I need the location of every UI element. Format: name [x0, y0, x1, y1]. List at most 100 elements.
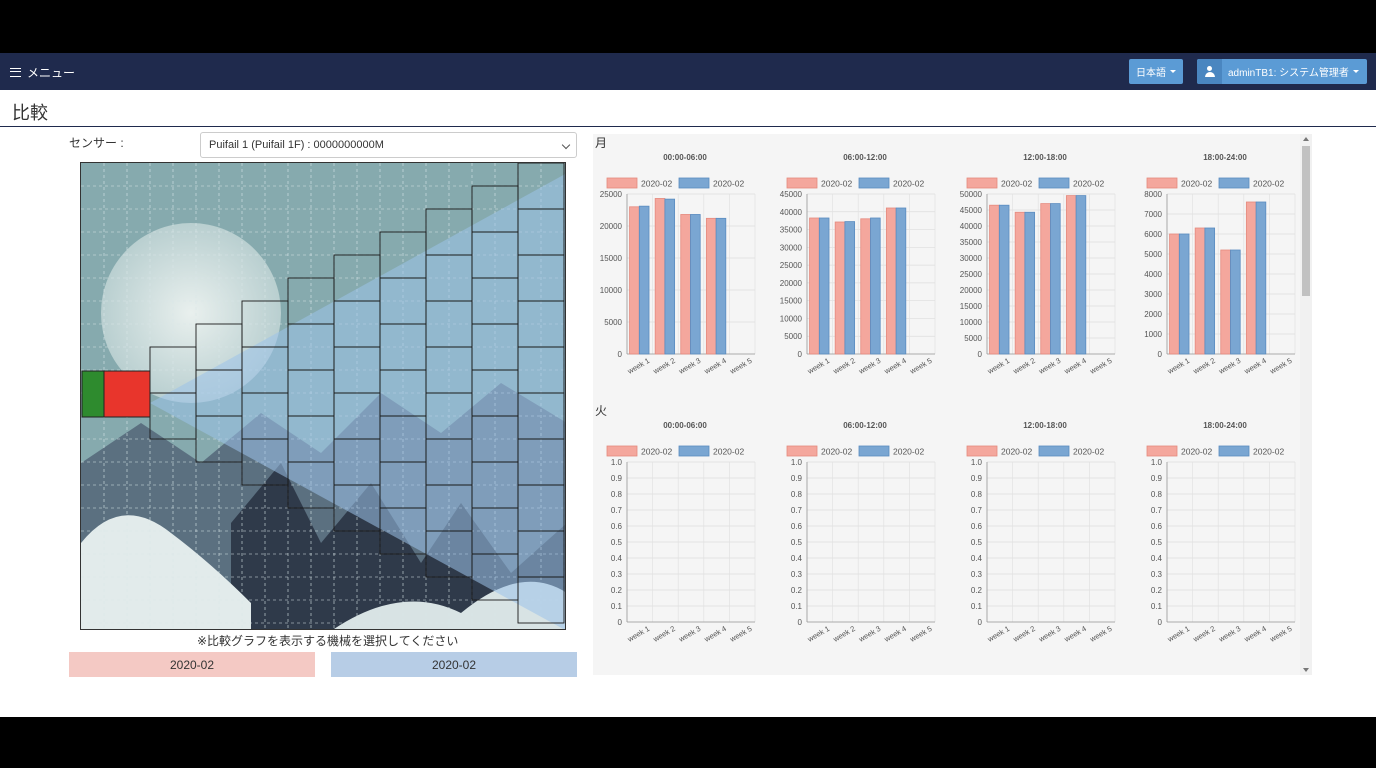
caret-down-icon: [1170, 70, 1176, 73]
bar[interactable]: [885, 207, 897, 355]
bar[interactable]: [1230, 249, 1241, 355]
legend-label: 2020-02: [713, 447, 744, 457]
bar[interactable]: [989, 204, 1000, 355]
bar[interactable]: [1040, 203, 1051, 355]
bar[interactable]: [998, 204, 1010, 355]
x-tick-label: week 4: [882, 624, 908, 644]
x-tick-label: week 5: [1268, 624, 1294, 644]
y-tick-label: 0.1: [971, 602, 983, 611]
menu-button[interactable]: メニュー: [10, 64, 75, 80]
legend-swatch[interactable]: [678, 177, 710, 189]
x-tick-label: week 4: [702, 356, 728, 376]
bar[interactable]: [1075, 195, 1087, 355]
period-b-button[interactable]: 2020-02: [331, 652, 577, 677]
sensor-marker[interactable]: [81, 370, 105, 418]
legend-swatch[interactable]: [1038, 177, 1070, 189]
user-icon: [1204, 66, 1215, 77]
legend-swatch[interactable]: [858, 177, 890, 189]
legend-swatch[interactable]: [1146, 177, 1178, 189]
bar[interactable]: [690, 214, 701, 355]
bar[interactable]: [834, 221, 846, 355]
bar[interactable]: [809, 217, 820, 355]
bar[interactable]: [629, 206, 640, 355]
legend-swatch[interactable]: [786, 177, 818, 189]
y-tick-label: 0.4: [791, 554, 803, 563]
legend-swatch[interactable]: [786, 445, 818, 457]
bar-chart: 12:00-18:00 2020-02 2020-02 0 5000 10000 15000…: [960, 153, 1116, 376]
y-tick-label: 3000: [1144, 290, 1162, 299]
bar[interactable]: [1255, 201, 1267, 355]
legend-swatch[interactable]: [1218, 445, 1250, 457]
bar[interactable]: [1204, 227, 1216, 355]
x-tick-label: week 5: [728, 624, 754, 644]
legend-swatch[interactable]: [966, 177, 998, 189]
user-icon-box: [1197, 59, 1222, 84]
user-dropdown[interactable]: adminTB1: システム管理者: [1197, 59, 1367, 84]
y-tick-label: 0.3: [971, 570, 983, 579]
language-dropdown[interactable]: 日本語: [1129, 59, 1183, 84]
scroll-thumb[interactable]: [1302, 146, 1310, 296]
sensor-select[interactable]: Puifail 1 (Puifail 1F) : 0000000000M: [200, 132, 577, 158]
floor-map[interactable]: [80, 162, 566, 630]
bar[interactable]: [715, 217, 727, 355]
chart-title: 18:00-24:00: [1203, 153, 1247, 162]
scroll-down-icon[interactable]: [1303, 668, 1309, 672]
title-divider: [0, 126, 1376, 127]
legend-swatch[interactable]: [1038, 445, 1070, 457]
bar[interactable]: [1220, 249, 1231, 355]
bar[interactable]: [895, 207, 907, 355]
y-tick-label: 1.0: [611, 458, 623, 467]
y-tick-label: 0.4: [971, 554, 983, 563]
bar[interactable]: [1050, 203, 1061, 355]
bar[interactable]: [638, 205, 650, 355]
app-window: メニュー 日本語 adminTB1: システム管理者 比較 センサー : Pui…: [0, 53, 1376, 717]
y-tick-label: 40000: [780, 208, 803, 217]
legend-swatch[interactable]: [678, 445, 710, 457]
bar[interactable]: [664, 198, 676, 355]
bar[interactable]: [1024, 211, 1036, 355]
bar[interactable]: [654, 198, 666, 355]
x-tick-label: week 5: [908, 356, 934, 376]
scroll-up-icon[interactable]: [1303, 137, 1309, 141]
x-tick-label: week 4: [1242, 356, 1268, 376]
y-tick-label: 0: [978, 618, 983, 627]
y-tick-label: 10000: [960, 318, 983, 327]
bar[interactable]: [705, 217, 717, 355]
bar[interactable]: [1169, 233, 1180, 355]
selected-zone[interactable]: [103, 370, 151, 418]
legend-label: 2020-02: [641, 179, 672, 189]
bar[interactable]: [818, 217, 830, 355]
y-tick-label: 0.7: [791, 506, 803, 515]
bar[interactable]: [1014, 211, 1026, 355]
legend-swatch[interactable]: [858, 445, 890, 457]
x-tick-label: week 2: [1011, 624, 1037, 644]
bar[interactable]: [1178, 233, 1190, 355]
legend-swatch[interactable]: [606, 445, 638, 457]
bar[interactable]: [860, 218, 871, 355]
legend-swatch[interactable]: [606, 177, 638, 189]
y-tick-label: 0.3: [791, 570, 803, 579]
bar[interactable]: [680, 214, 691, 355]
y-tick-label: 25000: [960, 270, 983, 279]
y-tick-label: 35000: [780, 226, 803, 235]
bar[interactable]: [1194, 227, 1206, 355]
y-tick-label: 0.5: [791, 538, 803, 547]
legend-swatch[interactable]: [1146, 445, 1178, 457]
x-tick-label: week 4: [882, 356, 908, 376]
bar[interactable]: [870, 217, 881, 355]
bar[interactable]: [844, 221, 856, 355]
bar[interactable]: [1065, 195, 1077, 355]
legend-swatch[interactable]: [1218, 177, 1250, 189]
period-a-button[interactable]: 2020-02: [69, 652, 315, 677]
coverage-area: [150, 174, 565, 629]
x-tick-label: week 4: [1242, 624, 1268, 644]
y-tick-label: 0.9: [791, 474, 803, 483]
legend-swatch[interactable]: [966, 445, 998, 457]
bar[interactable]: [1245, 201, 1257, 355]
y-tick-label: 20000: [780, 279, 803, 288]
legend-label: 2020-02: [1001, 179, 1032, 189]
x-tick-label: week 1: [805, 356, 831, 376]
charts-scrollbar[interactable]: [1300, 134, 1312, 675]
zone-cell[interactable]: [517, 576, 565, 624]
caret-down-icon: [1352, 70, 1359, 73]
